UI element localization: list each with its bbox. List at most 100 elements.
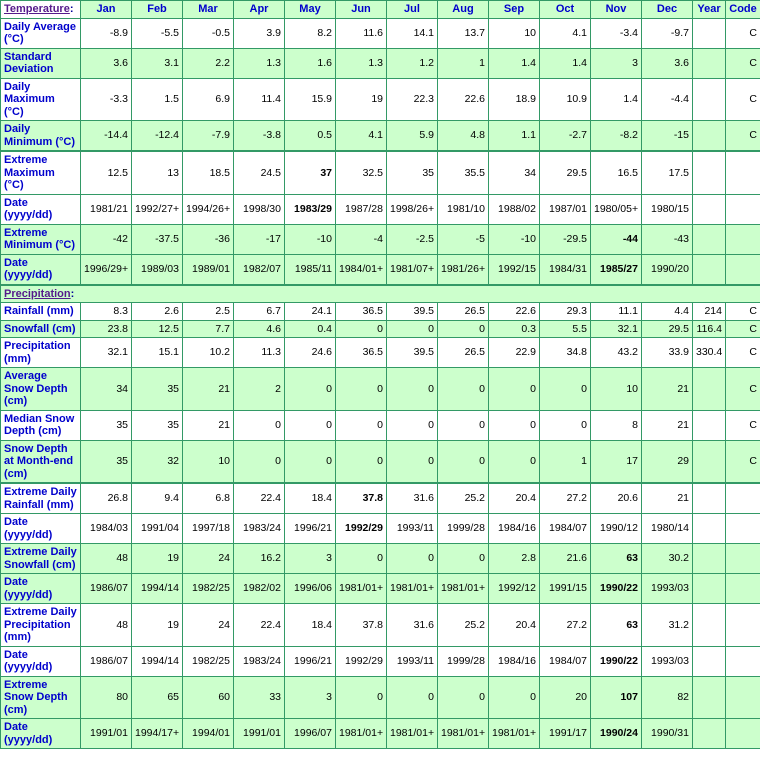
data-cell: -7.9 xyxy=(182,120,234,152)
data-cell: 2.8 xyxy=(488,543,540,574)
year-cell xyxy=(692,150,726,195)
data-cell: 0 xyxy=(437,543,489,574)
data-cell: 24.5 xyxy=(233,150,285,195)
code-cell xyxy=(725,513,760,544)
code-cell: C xyxy=(725,439,760,484)
code-cell xyxy=(725,543,760,574)
data-cell: 1990/22 xyxy=(590,573,642,604)
data-cell: 36.5 xyxy=(335,337,387,368)
data-cell: 1983/24 xyxy=(233,645,285,677)
data-cell: 1983/24 xyxy=(233,513,285,544)
data-cell: 12.5 xyxy=(80,150,132,195)
data-cell: 1984/07 xyxy=(539,513,591,544)
data-cell: 63 xyxy=(590,603,642,647)
column-header-jun: Jun xyxy=(335,0,387,19)
code-cell xyxy=(725,573,760,604)
data-cell: 27.2 xyxy=(539,603,591,647)
data-cell: 1.4 xyxy=(488,47,540,79)
data-cell: 1.3 xyxy=(233,47,285,79)
data-cell: 3 xyxy=(284,543,336,574)
year-cell xyxy=(692,47,726,79)
data-cell: 1981/01+ xyxy=(386,718,438,749)
data-cell: 107 xyxy=(590,675,642,719)
data-cell: 10.9 xyxy=(539,77,591,121)
data-cell: 35 xyxy=(386,150,438,195)
precipitation-link-colon: : xyxy=(70,287,75,300)
data-cell: 31.6 xyxy=(386,603,438,647)
data-cell: 1992/29 xyxy=(335,513,387,544)
row-label: Snow Depth at Month-end (cm) xyxy=(0,439,81,484)
data-cell: 1991/15 xyxy=(539,573,591,604)
column-header-jul: Jul xyxy=(386,0,438,19)
data-cell: 1980/15 xyxy=(641,193,693,225)
code-cell: C xyxy=(725,409,760,441)
table-row: Extreme Daily Rainfall (mm) 26.8 9.4 6.8 22.… xyxy=(0,482,760,514)
data-cell: 24 xyxy=(182,603,234,647)
data-cell: 1990/24 xyxy=(590,718,642,749)
data-cell: 13 xyxy=(131,150,183,195)
data-cell: 18.4 xyxy=(284,482,336,514)
data-cell: 1980/14 xyxy=(641,513,693,544)
data-cell: 1981/26+ xyxy=(437,253,489,285)
data-cell: 1987/01 xyxy=(539,193,591,225)
data-cell: 0 xyxy=(437,409,489,441)
data-cell: 1981/21 xyxy=(80,193,132,225)
data-cell: -2.5 xyxy=(386,223,438,255)
column-header-mar: Mar xyxy=(182,0,234,19)
row-label: Date (yyyy/dd) xyxy=(0,718,81,749)
data-cell: 1999/28 xyxy=(437,513,489,544)
year-cell xyxy=(692,367,726,411)
year-cell xyxy=(692,513,726,544)
data-cell: 0 xyxy=(386,367,438,411)
data-cell: 1990/31 xyxy=(641,718,693,749)
year-cell: 330.4 xyxy=(692,337,726,368)
temperature-link[interactable]: Temperature xyxy=(4,3,70,15)
table-row: Daily Maximum (°C) -3.3 1.5 6.9 11.4 15.9 19 22… xyxy=(0,77,760,121)
data-cell: -10 xyxy=(488,223,540,255)
data-cell: 1983/29 xyxy=(284,193,336,225)
data-cell: 0 xyxy=(233,409,285,441)
data-cell: 4.1 xyxy=(539,17,591,49)
data-cell: 3.1 xyxy=(131,47,183,79)
data-cell: -17 xyxy=(233,223,285,255)
year-cell xyxy=(692,77,726,121)
data-cell: 11.6 xyxy=(335,17,387,49)
data-cell: 4.4 xyxy=(641,302,693,321)
data-cell: 1993/03 xyxy=(641,573,693,604)
precipitation-link[interactable]: Precipitation xyxy=(4,287,71,300)
data-cell: 1990/22 xyxy=(590,645,642,677)
table-row: Daily Minimum (°C) -14.4 -12.4 -7.9 -3.8 0.5 4… xyxy=(0,120,760,152)
data-cell: 1981/01+ xyxy=(437,718,489,749)
data-cell: 0 xyxy=(386,409,438,441)
data-cell: 0 xyxy=(539,367,591,411)
data-cell: 35 xyxy=(80,439,132,484)
table-row: Extreme Snow Depth (cm) 80 65 60 33 3 0 0 0 0 20 10… xyxy=(0,675,760,719)
code-cell: C xyxy=(725,17,760,49)
data-cell: -5.5 xyxy=(131,17,183,49)
data-cell: 33.9 xyxy=(641,337,693,368)
code-cell: C xyxy=(725,47,760,79)
data-cell: 0 xyxy=(335,439,387,484)
data-cell: -14.4 xyxy=(80,120,132,152)
row-label: Precipitation (mm) xyxy=(0,337,81,368)
table-row: Date (yyyy/dd) 1984/03 1991/04 1997/18 1983/… xyxy=(0,513,760,544)
data-cell: 7.7 xyxy=(182,319,234,338)
table-row: Date (yyyy/dd) 1981/21 1992/27+ 1994/26+ 199… xyxy=(0,193,760,225)
data-cell: 20 xyxy=(539,675,591,719)
data-cell: 0 xyxy=(437,367,489,411)
year-cell xyxy=(692,573,726,604)
data-cell: 0 xyxy=(335,367,387,411)
row-label: Date (yyyy/dd) xyxy=(0,645,81,677)
code-cell xyxy=(725,223,760,255)
code-cell: C xyxy=(725,120,760,152)
data-cell: 0 xyxy=(386,543,438,574)
data-cell: 0 xyxy=(335,409,387,441)
data-cell: 21 xyxy=(641,409,693,441)
data-cell: 0 xyxy=(437,319,489,338)
data-cell: 10.2 xyxy=(182,337,234,368)
data-cell: 1982/02 xyxy=(233,573,285,604)
row-label: Extreme Daily Snowfall (cm) xyxy=(0,543,81,574)
data-cell: -29.5 xyxy=(539,223,591,255)
data-cell: 19 xyxy=(335,77,387,121)
data-cell: 1992/15 xyxy=(488,253,540,285)
